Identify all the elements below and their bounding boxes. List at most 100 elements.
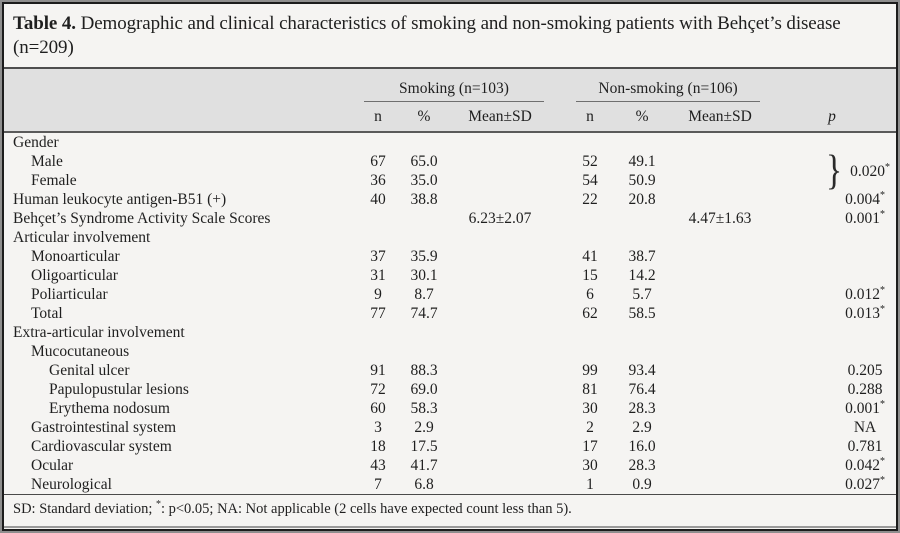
smoking-mean-cell	[448, 456, 552, 475]
nonsmoking-pct-cell	[612, 323, 672, 342]
nonsmoking-group-label: Non-smoking (n=106)	[576, 80, 761, 102]
group-header-spacer	[4, 67, 356, 102]
group-gap	[552, 67, 569, 102]
smoking-n-cell: 7	[374, 476, 382, 493]
gap-cell	[552, 399, 568, 418]
smoking-pct-cell: 35.9	[410, 248, 438, 265]
nonsmoking-mean-cell	[672, 418, 768, 437]
nonsmoking-pct-cell: 76.4	[628, 381, 656, 398]
p-value-cell	[768, 266, 896, 285]
smoking-pct-cell: 58.3	[410, 400, 438, 417]
table-title-text: Demographic and clinical characteristics…	[13, 13, 841, 58]
subheader-row: n % Mean±SD n % Mean±SD p	[4, 102, 896, 133]
row-label: Neurological	[31, 476, 112, 493]
smoking-pct-cell	[400, 323, 448, 342]
demographics-table: Smoking (n=103) Non-smoking (n=106) n % …	[4, 67, 896, 494]
smoking-n-cell: 31	[370, 267, 386, 284]
significance-asterisk: *	[879, 474, 885, 486]
table-row: Poliarticular 9 8.7 6 5.7 0.012*	[4, 285, 896, 304]
nonsmoking-n-cell: 41	[582, 248, 598, 265]
nonsmoking-group-header-cell: Non-smoking (n=106)	[568, 67, 769, 102]
smoking-group-header-cell: Smoking (n=103)	[356, 67, 553, 102]
smoking-mean-cell	[448, 171, 552, 190]
nonsmoking-mean-cell	[672, 228, 768, 247]
gap-cell	[552, 285, 568, 304]
p-value-cell: 0.013*	[845, 303, 885, 322]
significance-asterisk: *	[879, 208, 885, 220]
p-value-header: p	[768, 102, 896, 133]
gap-cell	[552, 437, 568, 456]
nonsmoking-pct-cell	[612, 132, 672, 152]
nonsmoking-n-cell: 17	[582, 438, 598, 455]
smoking-pct-cell: 38.8	[410, 191, 438, 208]
row-label: Total	[31, 305, 63, 322]
nonsmoking-pct-cell: 2.9	[632, 419, 652, 436]
nonsmoking-n-cell	[568, 323, 612, 342]
nonsmoking-pct-cell: 58.5	[628, 305, 656, 322]
table-row: Cardiovascular system 18 17.5 17 16.0 0.781	[4, 437, 896, 456]
nonsmoking-pct-cell: 50.9	[628, 172, 656, 189]
p-value-cell: 0.042*	[845, 455, 885, 474]
nonsmoking-mean-cell	[672, 437, 768, 456]
smoking-pct-cell	[400, 132, 448, 152]
smoking-mean-cell	[448, 361, 552, 380]
smoking-pct-cell	[400, 228, 448, 247]
smoking-pct-cell: 88.3	[410, 362, 438, 379]
gap-cell	[552, 361, 568, 380]
smoking-pct-cell: 17.5	[410, 438, 438, 455]
table-row: Erythema nodosum 60 58.3 30 28.3 0.001*	[4, 399, 896, 418]
smoking-pct-cell: 30.1	[410, 267, 438, 284]
significance-asterisk: *	[879, 189, 885, 201]
gap-cell	[552, 209, 568, 228]
p-value: 0.020*	[850, 161, 891, 180]
nonsmoking-n-cell: 54	[582, 172, 598, 189]
p-value-cell: 0.781	[847, 438, 883, 455]
row-label: Behçet’s Syndrome Activity Scale Scores	[13, 210, 271, 227]
smoking-n-cell: 36	[370, 172, 386, 189]
nonsmoking-pct-cell: 93.4	[628, 362, 656, 379]
row-label: Gender	[13, 134, 59, 151]
nonsmoking-mean-cell: 4.47±1.63	[688, 210, 752, 227]
row-label: Erythema nodosum	[49, 400, 170, 417]
nonsmoking-pct-cell: 20.8	[628, 191, 656, 208]
significance-asterisk: *	[879, 303, 885, 315]
significance-asterisk: *	[885, 161, 891, 173]
smoking-n-header: n	[356, 102, 400, 133]
smoking-mean-cell: 6.23±2.07	[468, 210, 532, 227]
nonsmoking-mean-cell	[672, 342, 768, 361]
gap-cell	[552, 190, 568, 209]
nonsmoking-n-cell: 30	[582, 400, 598, 417]
gap-cell	[552, 342, 568, 361]
smoking-pct-cell	[400, 342, 448, 361]
smoking-mean-cell	[448, 228, 552, 247]
nonsmoking-pct-cell: 28.3	[628, 400, 656, 417]
nonsmoking-mean-cell	[672, 190, 768, 209]
smoking-n-cell	[356, 323, 400, 342]
p-brace-group: } 0.020*	[768, 150, 891, 192]
smoking-n-cell: 67	[370, 153, 386, 170]
row-label: Papulopustular lesions	[49, 381, 189, 398]
significance-asterisk: *	[879, 455, 885, 467]
nonsmoking-n-cell: 6	[586, 286, 594, 303]
nonsmoking-pct-cell: 16.0	[628, 438, 656, 455]
smoking-mean-header: Mean±SD	[448, 102, 553, 133]
table-row: Genital ulcer 91 88.3 99 93.4 0.205	[4, 361, 896, 380]
smoking-mean-cell	[448, 418, 552, 437]
nonsmoking-pct-cell: 49.1	[628, 153, 656, 170]
nonsmoking-mean-cell	[672, 132, 768, 152]
table-row: Gastrointestinal system 3 2.9 2 2.9 NA	[4, 418, 896, 437]
smoking-pct-cell: 65.0	[410, 153, 438, 170]
nonsmoking-n-cell: 1	[586, 476, 594, 493]
nonsmoking-n-cell: 22	[582, 191, 598, 208]
table-row: Neurological 7 6.8 1 0.9 0.027*	[4, 475, 896, 494]
nonsmoking-mean-cell	[672, 475, 768, 494]
smoking-mean-cell	[448, 266, 552, 285]
table-header: Smoking (n=103) Non-smoking (n=106) n % …	[4, 67, 896, 133]
footnote-pre: SD: Standard deviation;	[13, 501, 156, 517]
nonsmoking-n-cell: 2	[586, 419, 594, 436]
table-title: Table 4. Demographic and clinical charac…	[4, 12, 896, 60]
table-row: Articular involvement	[4, 228, 896, 247]
smoking-mean-cell	[448, 399, 552, 418]
gap-cell	[552, 456, 568, 475]
